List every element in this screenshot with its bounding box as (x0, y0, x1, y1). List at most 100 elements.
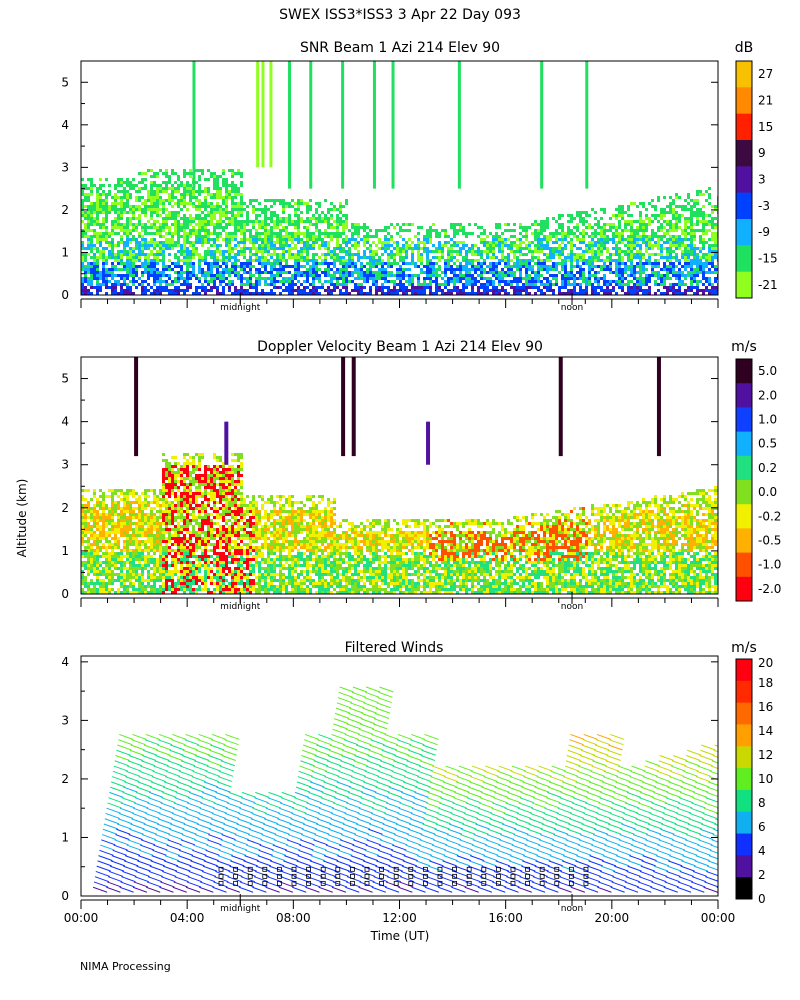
snr-cell (426, 268, 429, 271)
snr-streak (288, 61, 292, 189)
snr-cell (576, 259, 579, 262)
snr-cell (711, 286, 714, 289)
snr-cell (495, 238, 498, 241)
snr-cell (270, 280, 273, 283)
snr-cell (351, 223, 354, 226)
snr-cell (372, 274, 375, 277)
snr-cell (228, 259, 231, 262)
snr-cell (414, 235, 417, 238)
snr-cell (501, 271, 504, 274)
snr-cell (480, 283, 483, 286)
snr-cell (417, 277, 420, 280)
snr-cell (213, 184, 216, 187)
doppler-cell (105, 549, 108, 552)
snr-cell (318, 292, 321, 295)
snr-cell (633, 286, 636, 289)
snr-cell (237, 202, 240, 205)
snr-cell (339, 217, 342, 220)
snr-cell (153, 175, 156, 178)
snr-cell (504, 262, 507, 265)
snr-cell (87, 241, 90, 244)
snr-cell (204, 208, 207, 211)
snr-cell (111, 283, 114, 286)
snr-cell (627, 220, 630, 223)
snr-cell (402, 244, 405, 247)
snr-cell (627, 286, 630, 289)
snr-cell (222, 199, 225, 202)
snr-cell (135, 253, 138, 256)
snr-cell (612, 214, 615, 217)
snr-cell (117, 241, 120, 244)
snr-cell (255, 271, 258, 274)
snr-cell (132, 229, 135, 232)
snr-cell (147, 232, 150, 235)
snr-cell (657, 247, 660, 250)
snr-cell (390, 250, 393, 253)
snr-cell (468, 277, 471, 280)
doppler-cell (111, 588, 114, 591)
snr-cell (198, 229, 201, 232)
snr-cell (501, 247, 504, 250)
snr-cell (183, 199, 186, 202)
snr-cell (141, 202, 144, 205)
snr-cell (297, 208, 300, 211)
snr-cell (480, 238, 483, 241)
snr-cell (213, 238, 216, 241)
snr-cell (237, 223, 240, 226)
snr-cell (351, 256, 354, 259)
snr-cell (618, 250, 621, 253)
snr-cell (579, 259, 582, 262)
snr-cell (219, 265, 222, 268)
snr-cell (657, 238, 660, 241)
snr-cell (225, 187, 228, 190)
snr-cell (501, 256, 504, 259)
snr-cell (492, 247, 495, 250)
doppler-cell (123, 501, 126, 504)
snr-cell (321, 232, 324, 235)
snr-cell (300, 232, 303, 235)
doppler-cell (108, 564, 111, 567)
snr-cell (111, 196, 114, 199)
snr-cell (324, 262, 327, 265)
doppler-cell (123, 516, 126, 519)
snr-cell (300, 274, 303, 277)
snr-cell (216, 220, 219, 223)
snr-cell (288, 289, 291, 292)
snr-cell (432, 271, 435, 274)
snr-cell (231, 238, 234, 241)
snr-cell (669, 196, 672, 199)
snr-cell (126, 205, 129, 208)
snr-cell (597, 238, 600, 241)
snr-cell (87, 244, 90, 247)
snr-cell (99, 238, 102, 241)
doppler-cell (120, 489, 123, 492)
snr-cell (216, 265, 219, 268)
snr-cell (264, 223, 267, 226)
snr-cell (81, 244, 84, 247)
doppler-cell (105, 525, 108, 528)
snr-cell (579, 292, 582, 295)
snr-cell (540, 241, 543, 244)
snr-cell (315, 208, 318, 211)
snr-cell (93, 208, 96, 211)
snr-cell (87, 277, 90, 280)
snr-cell (93, 184, 96, 187)
snr-cell (675, 244, 678, 247)
snr-cell (483, 238, 486, 241)
snr-cell (504, 283, 507, 286)
snr-cell (135, 226, 138, 229)
snr-cell (354, 238, 357, 241)
snr-cell (279, 199, 282, 202)
snr-cell (330, 235, 333, 238)
snr-cell (108, 253, 111, 256)
snr-cell (141, 229, 144, 232)
snr-cell (150, 250, 153, 253)
snr-cell (603, 211, 606, 214)
snr-cell (711, 271, 714, 274)
snr-cell (645, 262, 648, 265)
snr-cell (522, 241, 525, 244)
doppler-cell (105, 558, 108, 561)
snr-cell (276, 214, 279, 217)
snr-cell (492, 274, 495, 277)
snr-cell (327, 280, 330, 283)
